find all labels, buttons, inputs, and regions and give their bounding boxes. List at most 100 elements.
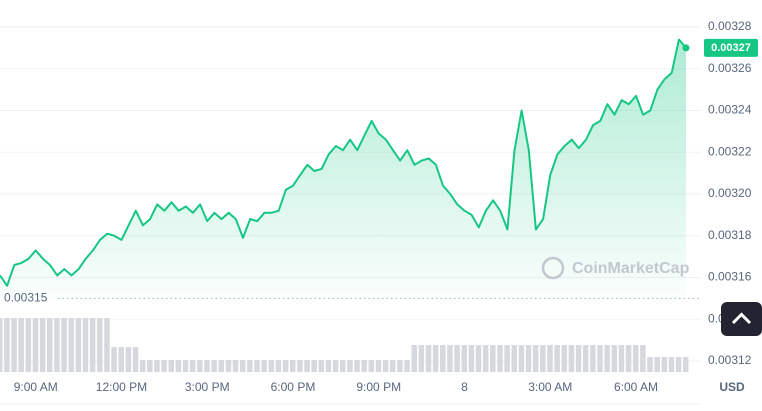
volume-bar: [490, 345, 496, 372]
volume-bar: [239, 360, 246, 372]
currency: USD: [719, 380, 745, 394]
plot: 9:00 AM 12:00 PM 3:00 PM 6:00 PM 9:00 PM 8 3:0…: [0, 38, 758, 394]
volume-bar: [232, 360, 239, 372]
volume-bar: [25, 318, 32, 372]
volume-bar: [104, 318, 110, 372]
volume-bar: [247, 360, 253, 372]
volume-bar: [661, 357, 668, 372]
volume-bar: [461, 345, 467, 372]
volume-bar: [311, 360, 317, 372]
volume-bar: [54, 318, 60, 372]
x-tick-label: 12:00 PM: [96, 380, 147, 394]
volume-bar: [318, 360, 325, 372]
volume-bar: [325, 360, 332, 372]
volume-bar: [447, 345, 453, 372]
price-line: [0, 38, 687, 287]
volume-bar: [568, 345, 575, 372]
button-bg[interactable]: [721, 302, 762, 336]
x-tick-label: 8: [461, 380, 468, 394]
volume-bar: [161, 360, 167, 372]
volume-bar: [368, 360, 375, 372]
volume-bar: [454, 345, 460, 372]
volume-bar: [611, 345, 618, 372]
last-point: [682, 44, 690, 52]
volume-bar: [375, 360, 382, 372]
volume-bar: [68, 318, 74, 372]
y-tick-label: 0.00326: [708, 61, 752, 75]
volume-bar: [182, 360, 189, 372]
volume-bar: [275, 360, 282, 372]
volume-bar: [254, 360, 260, 372]
y-tick-label: 0.00328: [708, 19, 752, 33]
volume-bar: [97, 318, 103, 372]
volume-bar: [497, 345, 503, 372]
volume-bar: [304, 360, 310, 372]
volume-bar: [89, 318, 96, 372]
volume-bar: [0, 318, 3, 372]
volume-bar: [475, 345, 482, 372]
volume-bar: [175, 360, 182, 372]
y-tick-label: 0.00324: [708, 103, 752, 117]
x-tick-label: 3:00 PM: [185, 380, 230, 394]
volume-bar: [411, 345, 417, 372]
volume-bar: [418, 345, 425, 372]
volume-bar: [139, 360, 146, 372]
volume-bar: [554, 345, 560, 372]
volume-bar: [340, 360, 346, 372]
volume-bar: [504, 345, 510, 372]
volume-bar: [432, 345, 439, 372]
watermark: CoinMarketCap: [541, 256, 690, 280]
volume-bar: [532, 345, 539, 372]
volume: [0, 318, 689, 372]
volume-bar: [654, 357, 660, 372]
volume-bar: [547, 345, 553, 372]
volume-bar: [204, 360, 210, 372]
x-tick-label: 6:00 AM: [614, 380, 658, 394]
area: [0, 39, 686, 299]
volume-bar: [354, 360, 360, 372]
volume-bar: [4, 318, 10, 372]
volume-bar: [39, 318, 46, 372]
volume-bar: [197, 360, 203, 372]
volume-bar: [575, 345, 582, 372]
volume-bar: [518, 345, 525, 372]
volume-bar: [261, 360, 267, 372]
volume-bar: [482, 345, 489, 372]
volume-bar: [440, 345, 446, 372]
volume-bar: [390, 360, 396, 372]
volume-bar: [297, 360, 303, 372]
scroll-top-button[interactable]: [721, 302, 762, 336]
volume-bar: [404, 360, 410, 372]
volume-bar: [268, 360, 275, 372]
volume-bar: [225, 360, 232, 372]
y-tick-label: 0.00312: [708, 353, 752, 367]
volume-bar: [683, 357, 689, 372]
watermark-text: CoinMarketCap: [572, 260, 690, 277]
volume-bar: [468, 345, 475, 372]
volume-bar: [154, 360, 160, 372]
y-tick-label: 0.00316: [708, 270, 752, 284]
x-tick-label: 9:00 PM: [356, 380, 401, 394]
volume-bar: [211, 360, 217, 372]
volume-bar: [282, 360, 289, 372]
volume-bar: [511, 345, 517, 372]
volume-bar: [332, 360, 339, 372]
volume-bar: [525, 345, 532, 372]
volume-bar: [597, 345, 603, 372]
volume-bar: [189, 360, 196, 372]
volume-bar: [75, 318, 82, 372]
volume-bar: [118, 347, 124, 372]
volume-bar: [361, 360, 367, 372]
volume-bar: [540, 345, 546, 372]
volume-bar: [32, 318, 39, 372]
volume-bar: [289, 360, 296, 372]
chevron: [731, 312, 752, 325]
x-tick-label: 3:00 AM: [528, 380, 572, 394]
volume-bar: [632, 345, 639, 372]
volume-bar: [111, 347, 117, 372]
volume-bar: [604, 345, 610, 372]
volume-bar: [561, 345, 568, 372]
volume-bar: [125, 347, 132, 372]
watermark-logo: [541, 256, 565, 280]
